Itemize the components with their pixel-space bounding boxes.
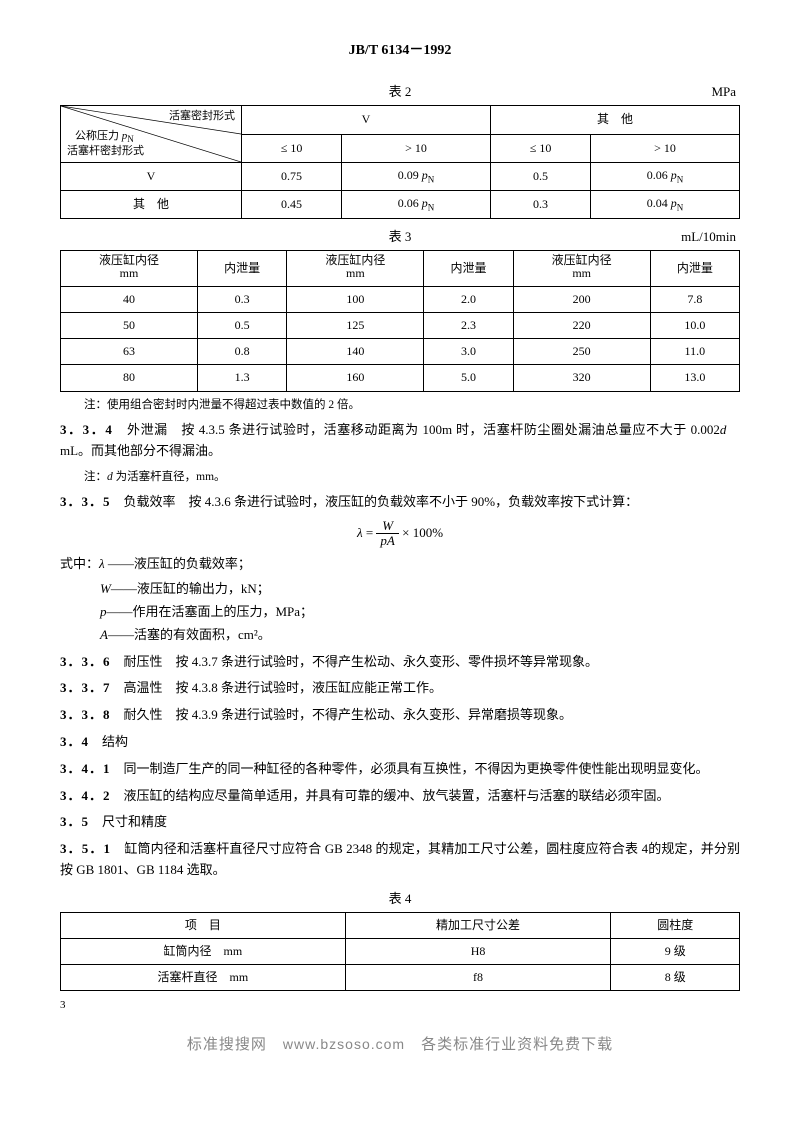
- table2: 活塞密封形式 公称压力 pN 活塞杆密封形式 V 其 他 ≤ 10 > 10 ≤…: [60, 105, 740, 219]
- section-336: 3．3．6 耐压性 按 4.3.7 条进行试验时，不得产生松动、永久变形、零件损…: [60, 652, 740, 673]
- section-334: 3．3．4 外泄漏 按 4.3.5 条进行试验时，活塞移动距离为 100m 时，…: [60, 420, 740, 462]
- table3-caption: 表 3 mL/10min: [60, 227, 740, 248]
- table-row: 630.81403.025011.0: [61, 339, 740, 365]
- table-row: 缸筒内径 mmH89 级: [61, 938, 740, 964]
- watermark: 标准搜搜网 www.bzsoso.com 各类标准行业资料免费下载: [60, 1033, 740, 1057]
- diag-bot: 活塞杆密封形式: [67, 143, 144, 161]
- t2-r1-c2: 0.3: [490, 190, 590, 218]
- section-338: 3．3．8 耐久性 按 4.3.9 条进行试验时，不得产生松动、永久变形、异常磨…: [60, 705, 740, 726]
- t2-r1-c1: 0.06 pN: [342, 190, 491, 218]
- t2-r0-c3: 0.06 pN: [591, 163, 740, 191]
- table2-unit: MPa: [656, 82, 736, 103]
- section-35: 3．5 尺寸和精度: [60, 812, 740, 833]
- table2-title: 表 2: [144, 82, 656, 103]
- table-row: 500.51252.322010.0: [61, 313, 740, 339]
- section-337: 3．3．7 高温性 按 4.3.8 条进行试验时，液压缸应能正常工作。: [60, 678, 740, 699]
- table4-title: 表 4: [144, 889, 656, 910]
- table4-caption: 表 4: [60, 889, 740, 910]
- table2-diagonal-header: 活塞密封形式 公称压力 pN 活塞杆密封形式: [61, 106, 242, 163]
- section-342: 3．4．2 液压缸的结构应尽量简单适用，并具有可靠的缓冲、放气装置，活塞杆与活塞…: [60, 786, 740, 807]
- doc-header: JB/T 6134－1992: [60, 40, 740, 62]
- formula-efficiency: λ = WpA × 100%: [60, 519, 740, 549]
- defs-lead: 式中：λ ——液压缸的负载效率；: [60, 554, 740, 575]
- section-351: 3．5．1 缸筒内径和活塞杆直径尺寸应符合 GB 2348 的规定，其精加工尺寸…: [60, 839, 740, 881]
- defs: W——液压缸的输出力，kN； p——作用在活塞面上的压力，MPa； A——活塞的…: [100, 579, 740, 645]
- t4-h0: 项 目: [61, 912, 346, 938]
- t3-h0a: 液压缸内径mm: [61, 250, 198, 286]
- t2-r0-lbl: V: [61, 163, 242, 191]
- t2-r1-lbl: 其 他: [61, 190, 242, 218]
- table3-title: 表 3: [144, 227, 656, 248]
- t3-h2a: 液压缸内径mm: [513, 250, 650, 286]
- t2-sc0: ≤ 10: [242, 134, 342, 163]
- table-row: 801.31605.032013.0: [61, 365, 740, 391]
- t2-r0-c1: 0.09 pN: [342, 163, 491, 191]
- section-335: 3．3．5 负载效率 按 4.3.6 条进行试验时，液压缸的负载效率不小于 90…: [60, 492, 740, 513]
- t2-r0-c0: 0.75: [242, 163, 342, 191]
- table2-group-other: 其 他: [490, 106, 739, 135]
- section-341: 3．4．1 同一制造厂生产的同一种缸径的各种零件，必须具有互换性，不得因为更换零…: [60, 759, 740, 780]
- t3-h1a: 液压缸内径mm: [287, 250, 424, 286]
- t2-r1-c3: 0.04 pN: [591, 190, 740, 218]
- t2-sc3: > 10: [591, 134, 740, 163]
- t2-r0-c2: 0.5: [490, 163, 590, 191]
- table-row: 活塞杆直径 mmf88 级: [61, 964, 740, 990]
- table2-caption: 表 2 MPa: [60, 82, 740, 103]
- table4: 项 目 精加工尺寸公差 圆柱度 缸筒内径 mmH89 级 活塞杆直径 mmf88…: [60, 912, 740, 992]
- table-row: 400.31002.02007.8: [61, 286, 740, 312]
- t3-h0b: 内泄量: [197, 250, 286, 286]
- t3-h1b: 内泄量: [424, 250, 513, 286]
- t2-r1-c0: 0.45: [242, 190, 342, 218]
- note-334: 注：d 为活塞杆直径，mm。: [84, 468, 740, 486]
- t2-sc2: ≤ 10: [490, 134, 590, 163]
- t3-h2b: 内泄量: [650, 250, 739, 286]
- t4-h2: 圆柱度: [611, 912, 740, 938]
- table3-note: 注：使用组合密封时内泄量不得超过表中数值的 2 倍。: [84, 396, 740, 414]
- diag-top: 活塞密封形式: [169, 108, 235, 126]
- table2-group-v: V: [242, 106, 491, 135]
- section-34: 3．4 结构: [60, 732, 740, 753]
- table3-unit: mL/10min: [656, 227, 736, 248]
- page-number: 3: [60, 997, 740, 1015]
- table3: 液压缸内径mm 内泄量 液压缸内径mm 内泄量 液压缸内径mm 内泄量 400.…: [60, 250, 740, 392]
- t2-sc1: > 10: [342, 134, 491, 163]
- t4-h1: 精加工尺寸公差: [345, 912, 611, 938]
